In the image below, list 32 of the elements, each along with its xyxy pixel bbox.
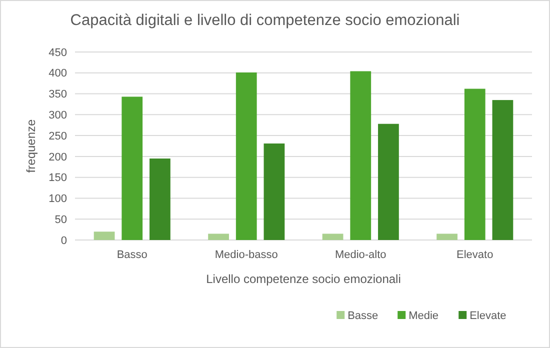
y-tick-label: 450 [48, 46, 67, 59]
y-tick-label: 350 [48, 88, 67, 101]
y-tick-label: 150 [48, 172, 67, 184]
y-axis-title: frequenze [24, 118, 38, 173]
bar [208, 234, 229, 240]
legend-label: Elevate [470, 310, 506, 322]
x-tick-label: Medio-alto [334, 249, 386, 261]
bar [464, 88, 486, 240]
bar [94, 232, 115, 240]
bar [436, 234, 458, 240]
y-tick-label: 300 [48, 110, 67, 122]
bar [350, 71, 372, 240]
x-axis-title: Livello competenze socio emozionali [206, 272, 401, 286]
legend-label: Basse [348, 310, 378, 322]
bar [122, 96, 143, 240]
y-tick-label: 100 [48, 193, 67, 206]
legend-label: Medie [408, 310, 439, 322]
bar [378, 124, 399, 240]
x-tick-label: Medio-basso [214, 249, 278, 261]
bar [264, 143, 285, 240]
x-tick-label: Basso [116, 249, 148, 261]
bar [150, 158, 170, 240]
y-tick-label: 0 [60, 234, 67, 247]
bar [236, 72, 257, 240]
bar [492, 100, 514, 240]
chart-title: Capacità digitali e livello di competenze socio emozionali [70, 12, 460, 29]
y-tick-label: 200 [48, 151, 67, 164]
y-tick-label: 50 [54, 214, 67, 226]
y-tick-label: 250 [48, 130, 67, 142]
y-tick-label: 400 [48, 68, 67, 80]
x-tick-label: Elevato [456, 249, 494, 261]
bar [322, 234, 344, 240]
